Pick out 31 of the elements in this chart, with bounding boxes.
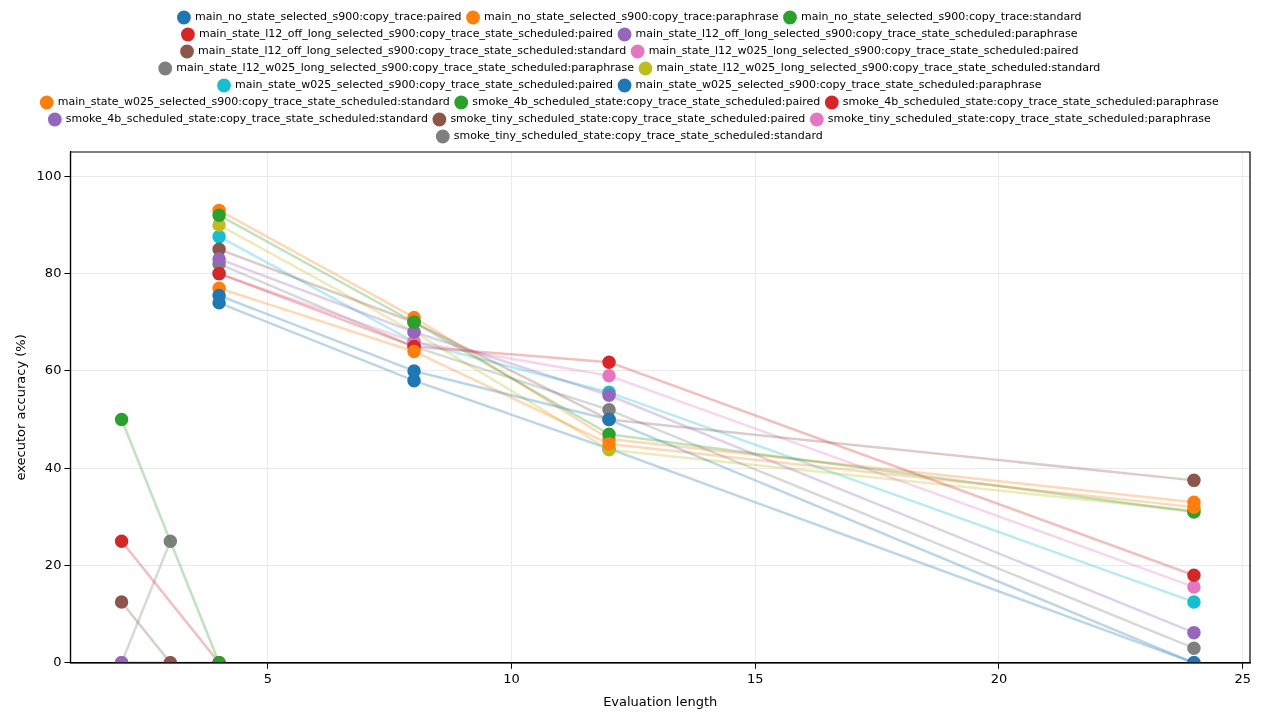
legend-label: main_state_l12_w025_long_selected_s900:copy_trace_state_scheduled:paraphrase (176, 61, 635, 75)
legend-label: smoke_tiny_scheduled_state:copy_trace_state_scheduled:paired (450, 112, 806, 126)
legend-label: main_state_l12_w025_long_selected_s900:copy_trace_state_scheduled:standard (656, 61, 1101, 75)
legend-label: main_no_state_selected_s900:copy_trace:standard (801, 10, 1082, 24)
legend-label: main_state_l12_w025_long_selected_s900:copy_trace_state_scheduled:paired (648, 44, 1079, 58)
legend-label: main_state_w025_selected_s900:copy_trace_state_scheduled:paired (235, 78, 614, 92)
x-tick-label: 5 (263, 670, 272, 686)
legend-label: main_state_w025_selected_s900:copy_trace_state_scheduled:standard (57, 95, 450, 109)
x-tick-label: 25 (1234, 670, 1251, 686)
legend-label: main_state_l12_off_long_selected_s900:copy_trace_state_scheduled:standard (198, 44, 627, 58)
y-axis-title: executor accuracy (%) (13, 334, 29, 481)
y-tick-label: 20 (44, 556, 62, 572)
y-tick-label: 40 (44, 459, 62, 475)
legend-label: main_no_state_selected_s900:copy_trace:paraphrase (484, 10, 779, 24)
y-tick-label: 100 (36, 167, 62, 183)
legend-label: main_state_w025_selected_s900:copy_trace_state_scheduled:paraphrase (635, 78, 1042, 92)
legend-label: smoke_tiny_scheduled_state:copy_trace_state_scheduled:paraphrase (827, 112, 1211, 126)
legend-label: smoke_4b_scheduled_state:copy_trace_state_scheduled:standard (65, 112, 428, 126)
x-axis-title: Evaluation length (603, 693, 718, 709)
y-tick-label: 80 (44, 264, 62, 280)
y-tick-label: 60 (44, 362, 62, 378)
legend-label: main_state_l12_off_long_selected_s900:copy_trace_state_scheduled:paired (198, 27, 614, 41)
x-tick-label: 10 (503, 670, 520, 686)
x-tick-label: 15 (746, 670, 764, 686)
y-tick-label: 0 (53, 654, 62, 670)
legend-label: smoke_4b_scheduled_state:copy_trace_state_scheduled:paraphrase (842, 95, 1220, 109)
legend-label: main_state_l12_off_long_selected_s900:copy_trace_state_scheduled:paraphrase (635, 27, 1078, 41)
legend-label: main_no_state_selected_s900:copy_trace:paired (194, 10, 462, 24)
legend-label: smoke_4b_scheduled_state:copy_trace_state_scheduled:paired (472, 95, 821, 109)
x-tick-label: 20 (990, 670, 1008, 686)
legend-label: smoke_tiny_scheduled_state:copy_trace_state_scheduled:standard (453, 129, 823, 143)
